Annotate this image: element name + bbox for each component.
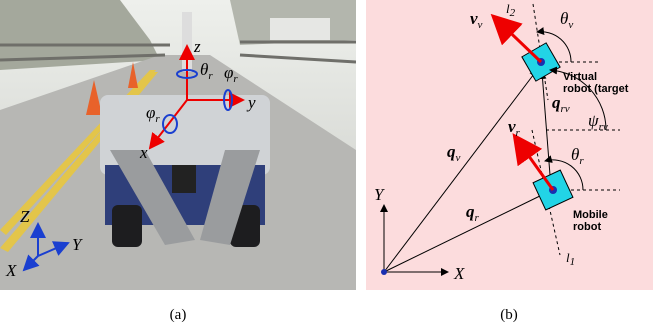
axis-label: X — [453, 264, 465, 283]
photo — [0, 0, 356, 290]
axis-label: X — [5, 261, 17, 280]
axis-label: Z — [20, 207, 30, 226]
caption: (b) — [500, 307, 518, 323]
axis-label: y — [246, 93, 256, 112]
robot-label: robot (target — [563, 83, 629, 95]
robot-label: robot — [573, 221, 601, 233]
robot-label: Mobile — [573, 209, 608, 221]
axis-label: x — [139, 143, 148, 162]
axis-label: Y — [374, 185, 385, 204]
robot-label: Virtual — [563, 71, 597, 83]
figure: z θr φr y φr x Z Y X vv l2 θv Virtual ro… — [0, 0, 653, 333]
axis-label: z — [193, 37, 201, 56]
axis-label: Y — [72, 235, 83, 254]
caption: (a) — [170, 307, 187, 323]
diagram: vv l2 θv Virtual robot (target qrv vr ψr… — [366, 0, 653, 290]
